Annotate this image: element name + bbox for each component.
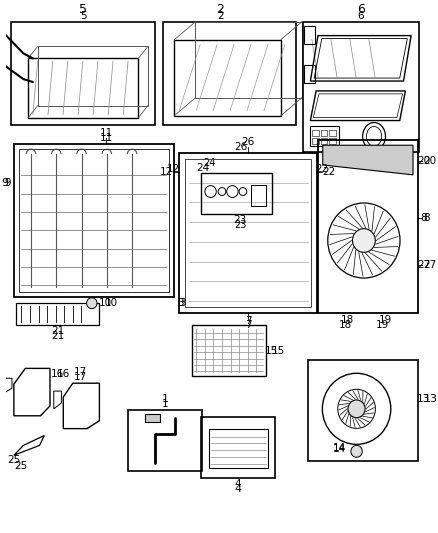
Text: 10: 10 bbox=[105, 298, 118, 308]
Bar bbox=[208, 429, 268, 468]
Text: 5: 5 bbox=[80, 11, 87, 21]
Text: 27: 27 bbox=[417, 260, 430, 270]
Text: 14: 14 bbox=[333, 443, 346, 454]
Text: 13: 13 bbox=[417, 394, 430, 404]
Text: 22: 22 bbox=[315, 164, 328, 174]
Text: 22: 22 bbox=[322, 167, 335, 177]
Text: 20: 20 bbox=[424, 156, 437, 166]
Text: 12: 12 bbox=[167, 164, 180, 174]
Text: 15: 15 bbox=[265, 345, 278, 356]
Text: 1: 1 bbox=[162, 399, 168, 409]
Text: 17: 17 bbox=[74, 372, 87, 382]
Text: 24: 24 bbox=[203, 158, 215, 168]
Bar bbox=[321, 138, 328, 144]
Bar bbox=[16, 303, 99, 325]
Text: 3: 3 bbox=[177, 298, 184, 308]
Text: 20: 20 bbox=[417, 156, 430, 166]
Bar bbox=[311, 126, 339, 146]
Text: 16: 16 bbox=[57, 369, 70, 379]
Text: 23: 23 bbox=[233, 215, 247, 225]
Bar bbox=[308, 360, 418, 461]
Text: 9: 9 bbox=[1, 177, 8, 188]
Bar bbox=[19, 149, 169, 293]
Bar bbox=[329, 131, 336, 136]
Text: 1: 1 bbox=[162, 394, 169, 404]
Text: 11: 11 bbox=[100, 128, 113, 138]
Text: 25: 25 bbox=[7, 455, 21, 465]
Circle shape bbox=[351, 446, 362, 457]
Bar bbox=[304, 65, 315, 83]
Bar bbox=[318, 140, 418, 313]
Text: 10: 10 bbox=[99, 298, 112, 308]
Circle shape bbox=[348, 400, 365, 418]
Polygon shape bbox=[323, 145, 413, 175]
Bar bbox=[329, 138, 336, 144]
Bar bbox=[179, 153, 317, 313]
Bar bbox=[201, 173, 272, 214]
Text: 23: 23 bbox=[234, 220, 247, 230]
Text: 9: 9 bbox=[5, 177, 11, 188]
Bar bbox=[312, 131, 319, 136]
Text: 12: 12 bbox=[160, 167, 173, 177]
Text: 26: 26 bbox=[241, 137, 255, 147]
Text: 19: 19 bbox=[379, 315, 392, 325]
Text: 6: 6 bbox=[357, 3, 365, 16]
Text: 18: 18 bbox=[339, 320, 353, 330]
Bar bbox=[163, 22, 296, 125]
Bar bbox=[11, 22, 155, 125]
Bar bbox=[201, 417, 275, 478]
Text: 2: 2 bbox=[216, 3, 224, 16]
Text: 16: 16 bbox=[51, 369, 64, 379]
Text: 13: 13 bbox=[424, 394, 438, 404]
Text: 7: 7 bbox=[245, 320, 251, 330]
Bar bbox=[303, 22, 419, 152]
Text: 21: 21 bbox=[51, 326, 64, 336]
Text: 3: 3 bbox=[179, 298, 186, 308]
Text: 21: 21 bbox=[51, 331, 64, 341]
Text: 15: 15 bbox=[272, 345, 285, 356]
Circle shape bbox=[87, 298, 97, 309]
Text: 26: 26 bbox=[235, 142, 248, 152]
Bar bbox=[14, 144, 173, 297]
Text: 8: 8 bbox=[424, 213, 430, 223]
Bar bbox=[191, 325, 266, 376]
Circle shape bbox=[353, 229, 375, 252]
Text: 24: 24 bbox=[196, 163, 210, 173]
Bar bbox=[28, 58, 138, 118]
Text: 7: 7 bbox=[245, 316, 251, 326]
Text: 25: 25 bbox=[14, 461, 27, 471]
Bar bbox=[185, 159, 311, 307]
Text: 4: 4 bbox=[235, 484, 242, 494]
Bar bbox=[38, 46, 148, 106]
Text: 18: 18 bbox=[341, 315, 354, 325]
Text: 19: 19 bbox=[376, 320, 389, 330]
Bar bbox=[312, 138, 319, 144]
Text: 14: 14 bbox=[333, 445, 346, 454]
Text: 4: 4 bbox=[235, 479, 241, 489]
Bar bbox=[251, 185, 266, 206]
Text: 11: 11 bbox=[100, 133, 113, 143]
Text: 27: 27 bbox=[424, 260, 437, 270]
Bar bbox=[145, 414, 160, 422]
Bar bbox=[304, 26, 315, 44]
Text: 8: 8 bbox=[420, 213, 427, 223]
Bar bbox=[321, 131, 328, 136]
Text: 6: 6 bbox=[357, 11, 364, 21]
Text: 17: 17 bbox=[74, 367, 87, 377]
Bar bbox=[128, 410, 202, 471]
Text: 5: 5 bbox=[79, 3, 87, 16]
Text: 2: 2 bbox=[217, 11, 223, 21]
